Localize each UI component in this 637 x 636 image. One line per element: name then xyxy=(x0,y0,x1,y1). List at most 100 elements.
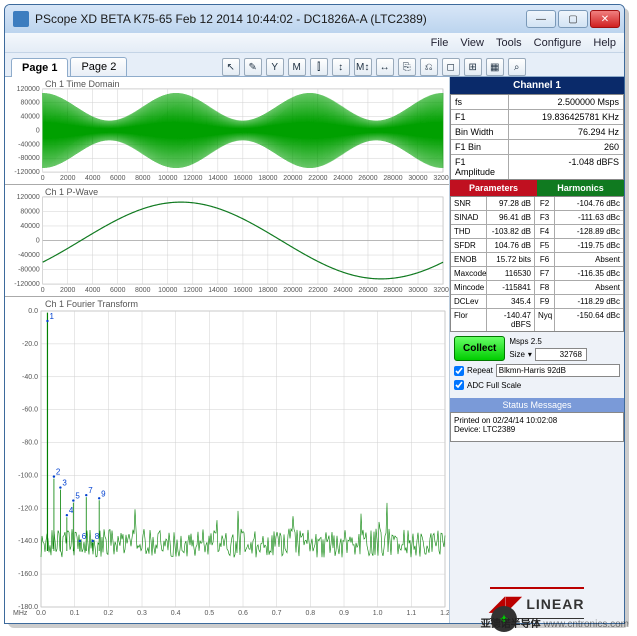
svg-text:0.8: 0.8 xyxy=(305,610,315,617)
plot-pwave: Ch 1 P-Wave 12000080000400000-40000-8000… xyxy=(5,185,449,297)
svg-text:12000: 12000 xyxy=(183,175,202,182)
menu-tools[interactable]: Tools xyxy=(496,37,522,49)
svg-text:2000: 2000 xyxy=(60,175,76,182)
svg-text:-40000: -40000 xyxy=(18,141,40,148)
svg-text:1.0: 1.0 xyxy=(373,610,383,617)
svg-text:9: 9 xyxy=(101,489,106,498)
svg-text:2000: 2000 xyxy=(60,287,76,294)
app-window: PScope XD BETA K75-65 Feb 12 2014 10:44:… xyxy=(4,4,625,624)
svg-text:6: 6 xyxy=(82,532,87,541)
info-row: fs2.500000 Msps xyxy=(451,95,623,110)
svg-text:8: 8 xyxy=(95,532,100,541)
side-panel: Channel 1 fs2.500000 MspsF119.836425781 … xyxy=(449,77,624,623)
ph-row: DCLev345.4F9-118.29 dBc xyxy=(451,295,623,309)
svg-text:24000: 24000 xyxy=(333,175,352,182)
svg-text:28000: 28000 xyxy=(383,287,402,294)
toolbar-btn-3[interactable]: M xyxy=(288,58,306,76)
toolbar-btn-6[interactable]: M↕ xyxy=(354,58,372,76)
toolbar-btn-2[interactable]: Y xyxy=(266,58,284,76)
toolbar-btn-12[interactable]: ▦ xyxy=(486,58,504,76)
toolbar-btn-8[interactable]: ⎘ xyxy=(398,58,416,76)
plot-area: Ch 1 Time Domain 12000080000400000-40000… xyxy=(5,77,449,623)
close-button[interactable]: ✕ xyxy=(590,10,620,28)
menu-configure[interactable]: Configure xyxy=(534,37,582,49)
svg-text:0.1: 0.1 xyxy=(70,610,80,617)
svg-text:-40.0: -40.0 xyxy=(22,374,38,381)
svg-text:0.9: 0.9 xyxy=(339,610,349,617)
channel-info-table: fs2.500000 MspsF119.836425781 KHzBin Wid… xyxy=(450,94,624,180)
status-body: Printed on 02/24/14 10:02:08 Device: LTC… xyxy=(450,412,624,442)
svg-text:20000: 20000 xyxy=(283,175,302,182)
tabstrip: Page 1 Page 2 ↖✎YM⫿↕M↕↔⎘⎌◻⊞▦⌕ xyxy=(5,53,624,77)
svg-text:40000: 40000 xyxy=(20,223,39,230)
minimize-button[interactable]: — xyxy=(526,10,556,28)
svg-text:30000: 30000 xyxy=(408,175,427,182)
toolbar-btn-5[interactable]: ↕ xyxy=(332,58,350,76)
toolbar-btn-7[interactable]: ↔ xyxy=(376,58,394,76)
svg-text:-40000: -40000 xyxy=(18,252,40,259)
svg-text:26000: 26000 xyxy=(358,175,377,182)
svg-text:-140.0: -140.0 xyxy=(18,538,38,545)
svg-text:0.2: 0.2 xyxy=(103,610,113,617)
svg-text:18000: 18000 xyxy=(258,175,277,182)
svg-text:0.0: 0.0 xyxy=(36,610,46,617)
toolbar-btn-11[interactable]: ⊞ xyxy=(464,58,482,76)
tab-page2[interactable]: Page 2 xyxy=(70,57,127,76)
svg-text:16000: 16000 xyxy=(233,175,252,182)
svg-text:-80000: -80000 xyxy=(18,155,40,162)
svg-text:32000: 32000 xyxy=(433,175,449,182)
svg-text:6000: 6000 xyxy=(110,287,126,294)
svg-text:28000: 28000 xyxy=(383,175,402,182)
svg-text:80000: 80000 xyxy=(20,100,39,107)
toolbar-btn-0[interactable]: ↖ xyxy=(222,58,240,76)
collect-button[interactable]: Collect xyxy=(454,336,505,361)
svg-text:40000: 40000 xyxy=(20,114,39,121)
svg-text:8000: 8000 xyxy=(135,175,151,182)
svg-text:120000: 120000 xyxy=(17,194,40,201)
menu-view[interactable]: View xyxy=(460,37,484,49)
status-header: Status Messages xyxy=(450,398,624,412)
svg-text:16000: 16000 xyxy=(233,287,252,294)
maximize-button[interactable]: ▢ xyxy=(558,10,588,28)
svg-text:30000: 30000 xyxy=(408,287,427,294)
svg-text:10000: 10000 xyxy=(158,175,177,182)
plot-time-domain: Ch 1 Time Domain 12000080000400000-40000… xyxy=(5,77,449,185)
menu-file[interactable]: File xyxy=(431,37,449,49)
info-row: Bin Width76.294 Hz xyxy=(451,125,623,140)
svg-text:4: 4 xyxy=(69,506,74,515)
svg-text:12000: 12000 xyxy=(183,287,202,294)
ph-row: Flor-140.47 dBFSNyq-150.64 dBc xyxy=(451,309,623,331)
svg-text:0: 0 xyxy=(36,127,40,134)
toolbar-btn-10[interactable]: ◻ xyxy=(442,58,460,76)
titlebar: PScope XD BETA K75-65 Feb 12 2014 10:44:… xyxy=(5,5,624,33)
window-select[interactable]: Blkmn-Harris 92dB xyxy=(496,364,620,377)
menu-help[interactable]: Help xyxy=(593,37,616,49)
svg-text:80000: 80000 xyxy=(20,208,39,215)
svg-text:22000: 22000 xyxy=(308,175,327,182)
adc-fullscale-checkbox[interactable] xyxy=(454,380,464,390)
svg-text:-80.0: -80.0 xyxy=(22,440,38,447)
repeat-checkbox[interactable] xyxy=(454,366,464,376)
svg-text:0: 0 xyxy=(41,287,45,294)
ph-row: Maxcode116530F7-116.35 dBc xyxy=(451,267,623,281)
svg-text:8000: 8000 xyxy=(135,287,151,294)
toolbar-btn-9[interactable]: ⎌ xyxy=(420,58,438,76)
svg-text:4000: 4000 xyxy=(85,175,101,182)
info-row: F1 Bin260 xyxy=(451,140,623,155)
param-harm-header: Parameters Harmonics xyxy=(450,180,624,196)
svg-text:24000: 24000 xyxy=(333,287,352,294)
size-select[interactable]: 32768 xyxy=(535,348,587,361)
svg-text:4000: 4000 xyxy=(85,287,101,294)
svg-text:5: 5 xyxy=(75,492,80,501)
toolbar-btn-13[interactable]: ⌕ xyxy=(508,58,526,76)
svg-text:-120000: -120000 xyxy=(14,281,40,288)
toolbar-btn-4[interactable]: ⫿ xyxy=(310,58,328,76)
channel-header: Channel 1 xyxy=(450,77,624,94)
watermark: 亚德诺半导体 www.cntronics.com xyxy=(481,615,629,630)
svg-text:-160.0: -160.0 xyxy=(18,571,38,578)
svg-text:0.0: 0.0 xyxy=(28,308,38,315)
svg-text:120000: 120000 xyxy=(17,86,40,93)
svg-text:14000: 14000 xyxy=(208,287,227,294)
toolbar-btn-1[interactable]: ✎ xyxy=(244,58,262,76)
tab-page1[interactable]: Page 1 xyxy=(11,58,68,77)
